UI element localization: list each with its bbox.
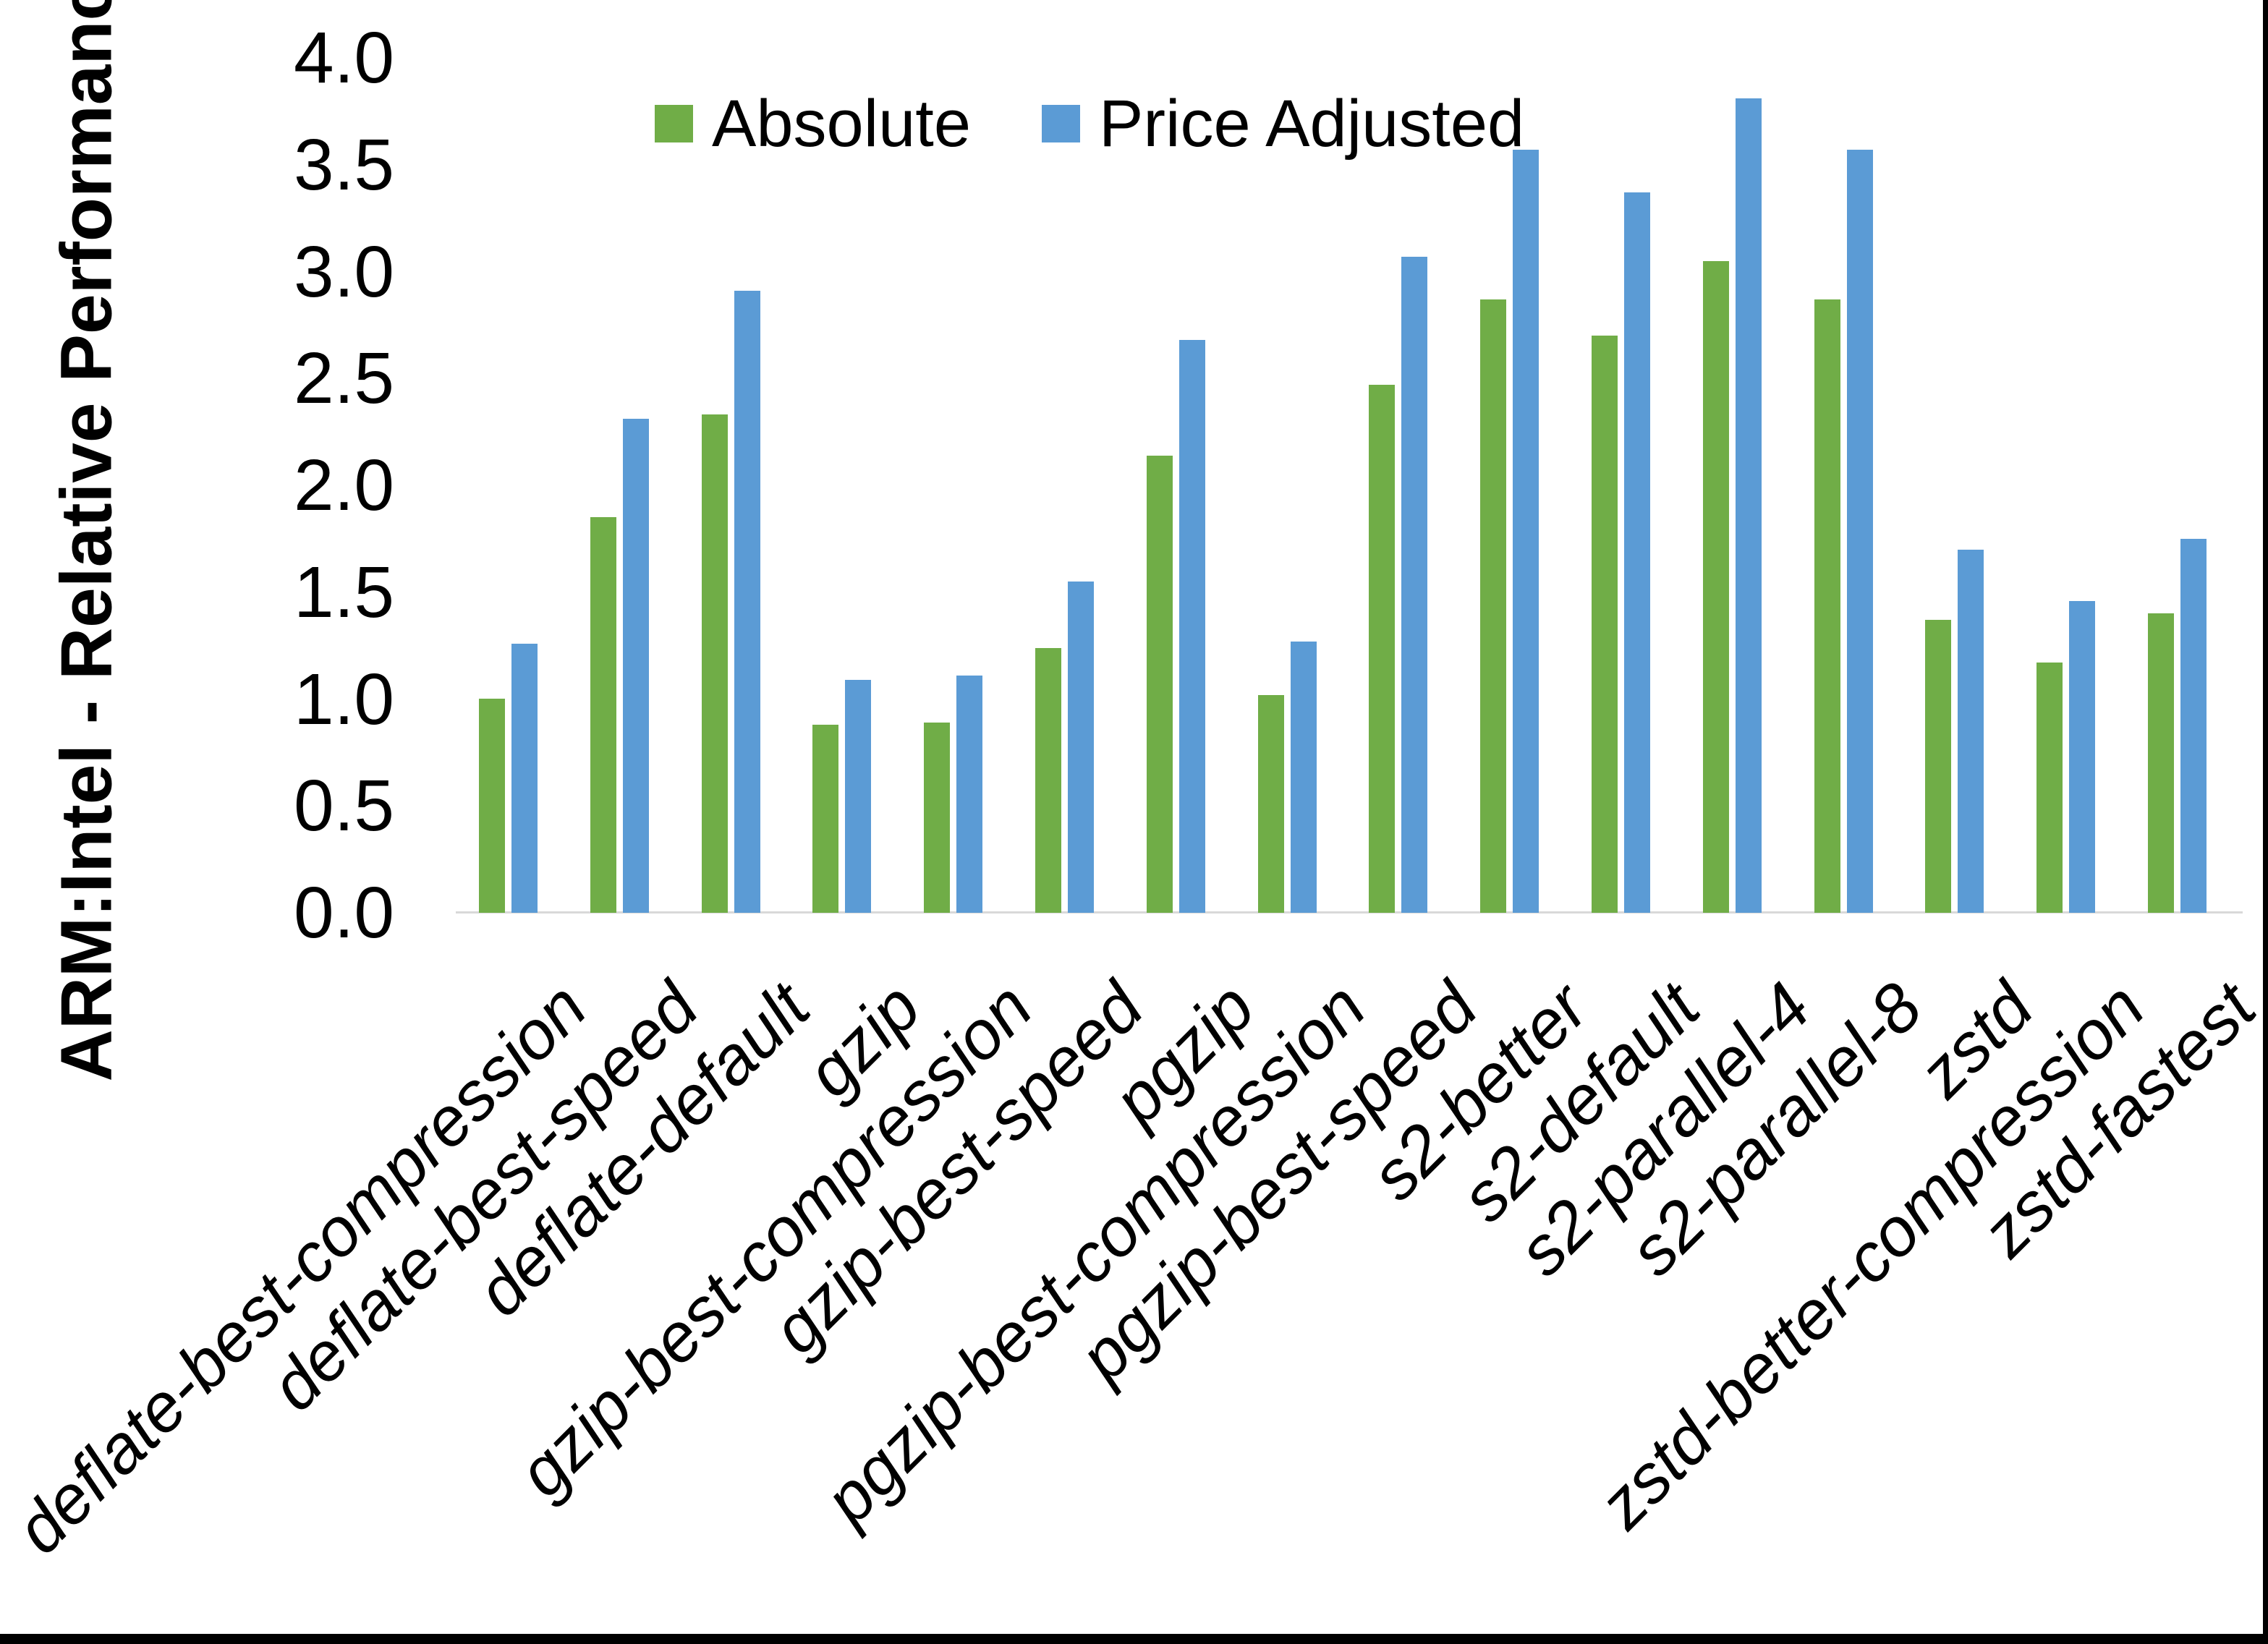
bar-absolute-s2-parallel-8 — [1814, 299, 1840, 913]
y-tick-label: 4.0 — [293, 17, 394, 98]
bar-absolute-gzip — [812, 725, 838, 913]
bar-price-adjusted-gzip-best-speed — [1068, 582, 1094, 913]
y-tick-label: 0.5 — [293, 765, 394, 847]
bar-absolute-s2-parallel-4 — [1703, 261, 1729, 913]
bar-price-adjusted-pgzip — [1179, 340, 1205, 913]
bar-price-adjusted-pgzip-best-compression — [1291, 642, 1317, 913]
legend-swatch-price-adjusted — [1042, 105, 1081, 142]
bar-price-adjusted-s2-default — [1624, 192, 1650, 913]
bar-price-adjusted-gzip-best-compression — [956, 676, 982, 913]
legend-swatch-absolute — [655, 105, 693, 142]
x-axis-line — [456, 911, 2243, 913]
bar-price-adjusted-zstd-better-compression — [2069, 601, 2095, 913]
screenshot-border-bottom — [0, 1634, 2268, 1644]
y-tick-label: 0.0 — [293, 872, 394, 953]
legend-label-absolute: Absolute — [712, 87, 972, 161]
bar-price-adjusted-s2-parallel-8 — [1847, 150, 1873, 913]
bar-absolute-deflate-default — [702, 414, 728, 913]
legend-label-price-adjusted: Price Adjusted — [1099, 87, 1525, 161]
bar-absolute-pgzip-best-speed — [1369, 385, 1395, 913]
bar-price-adjusted-s2-better — [1513, 150, 1539, 913]
screenshot-border-right — [2263, 0, 2268, 1644]
bar-absolute-zstd-fastest — [2148, 613, 2174, 913]
bar-absolute-gzip-best-compression — [924, 723, 950, 913]
bar-absolute-s2-better — [1480, 299, 1506, 913]
bar-price-adjusted-zstd-fastest — [2180, 539, 2207, 913]
y-tick-label: 3.5 — [293, 124, 394, 205]
bar-absolute-deflate-best-compression — [479, 699, 505, 913]
bar-absolute-zstd — [1925, 620, 1951, 913]
bar-absolute-zstd-better-compression — [2036, 663, 2063, 913]
bar-absolute-gzip-best-speed — [1035, 648, 1061, 913]
legend: Absolute Price Adjusted — [655, 90, 1524, 157]
y-tick-label: 2.0 — [293, 445, 394, 526]
bar-price-adjusted-s2-parallel-4 — [1736, 98, 1762, 913]
bar-absolute-deflate-best-speed — [590, 517, 616, 913]
bar-price-adjusted-gzip — [845, 680, 871, 913]
bar-absolute-pgzip — [1147, 456, 1173, 913]
bar-price-adjusted-deflate-best-compression — [511, 644, 538, 913]
y-tick-label: 2.5 — [293, 338, 394, 419]
y-tick-label: 3.0 — [293, 231, 394, 312]
y-tick-label: 1.0 — [293, 658, 394, 740]
bar-price-adjusted-pgzip-best-speed — [1401, 257, 1427, 913]
bar-price-adjusted-zstd — [1958, 550, 1984, 913]
y-tick-label: 1.5 — [293, 551, 394, 633]
bar-price-adjusted-deflate-default — [734, 291, 760, 913]
bar-absolute-pgzip-best-compression — [1258, 695, 1284, 913]
bar-price-adjusted-deflate-best-speed — [623, 419, 649, 913]
bar-absolute-s2-default — [1592, 336, 1618, 913]
